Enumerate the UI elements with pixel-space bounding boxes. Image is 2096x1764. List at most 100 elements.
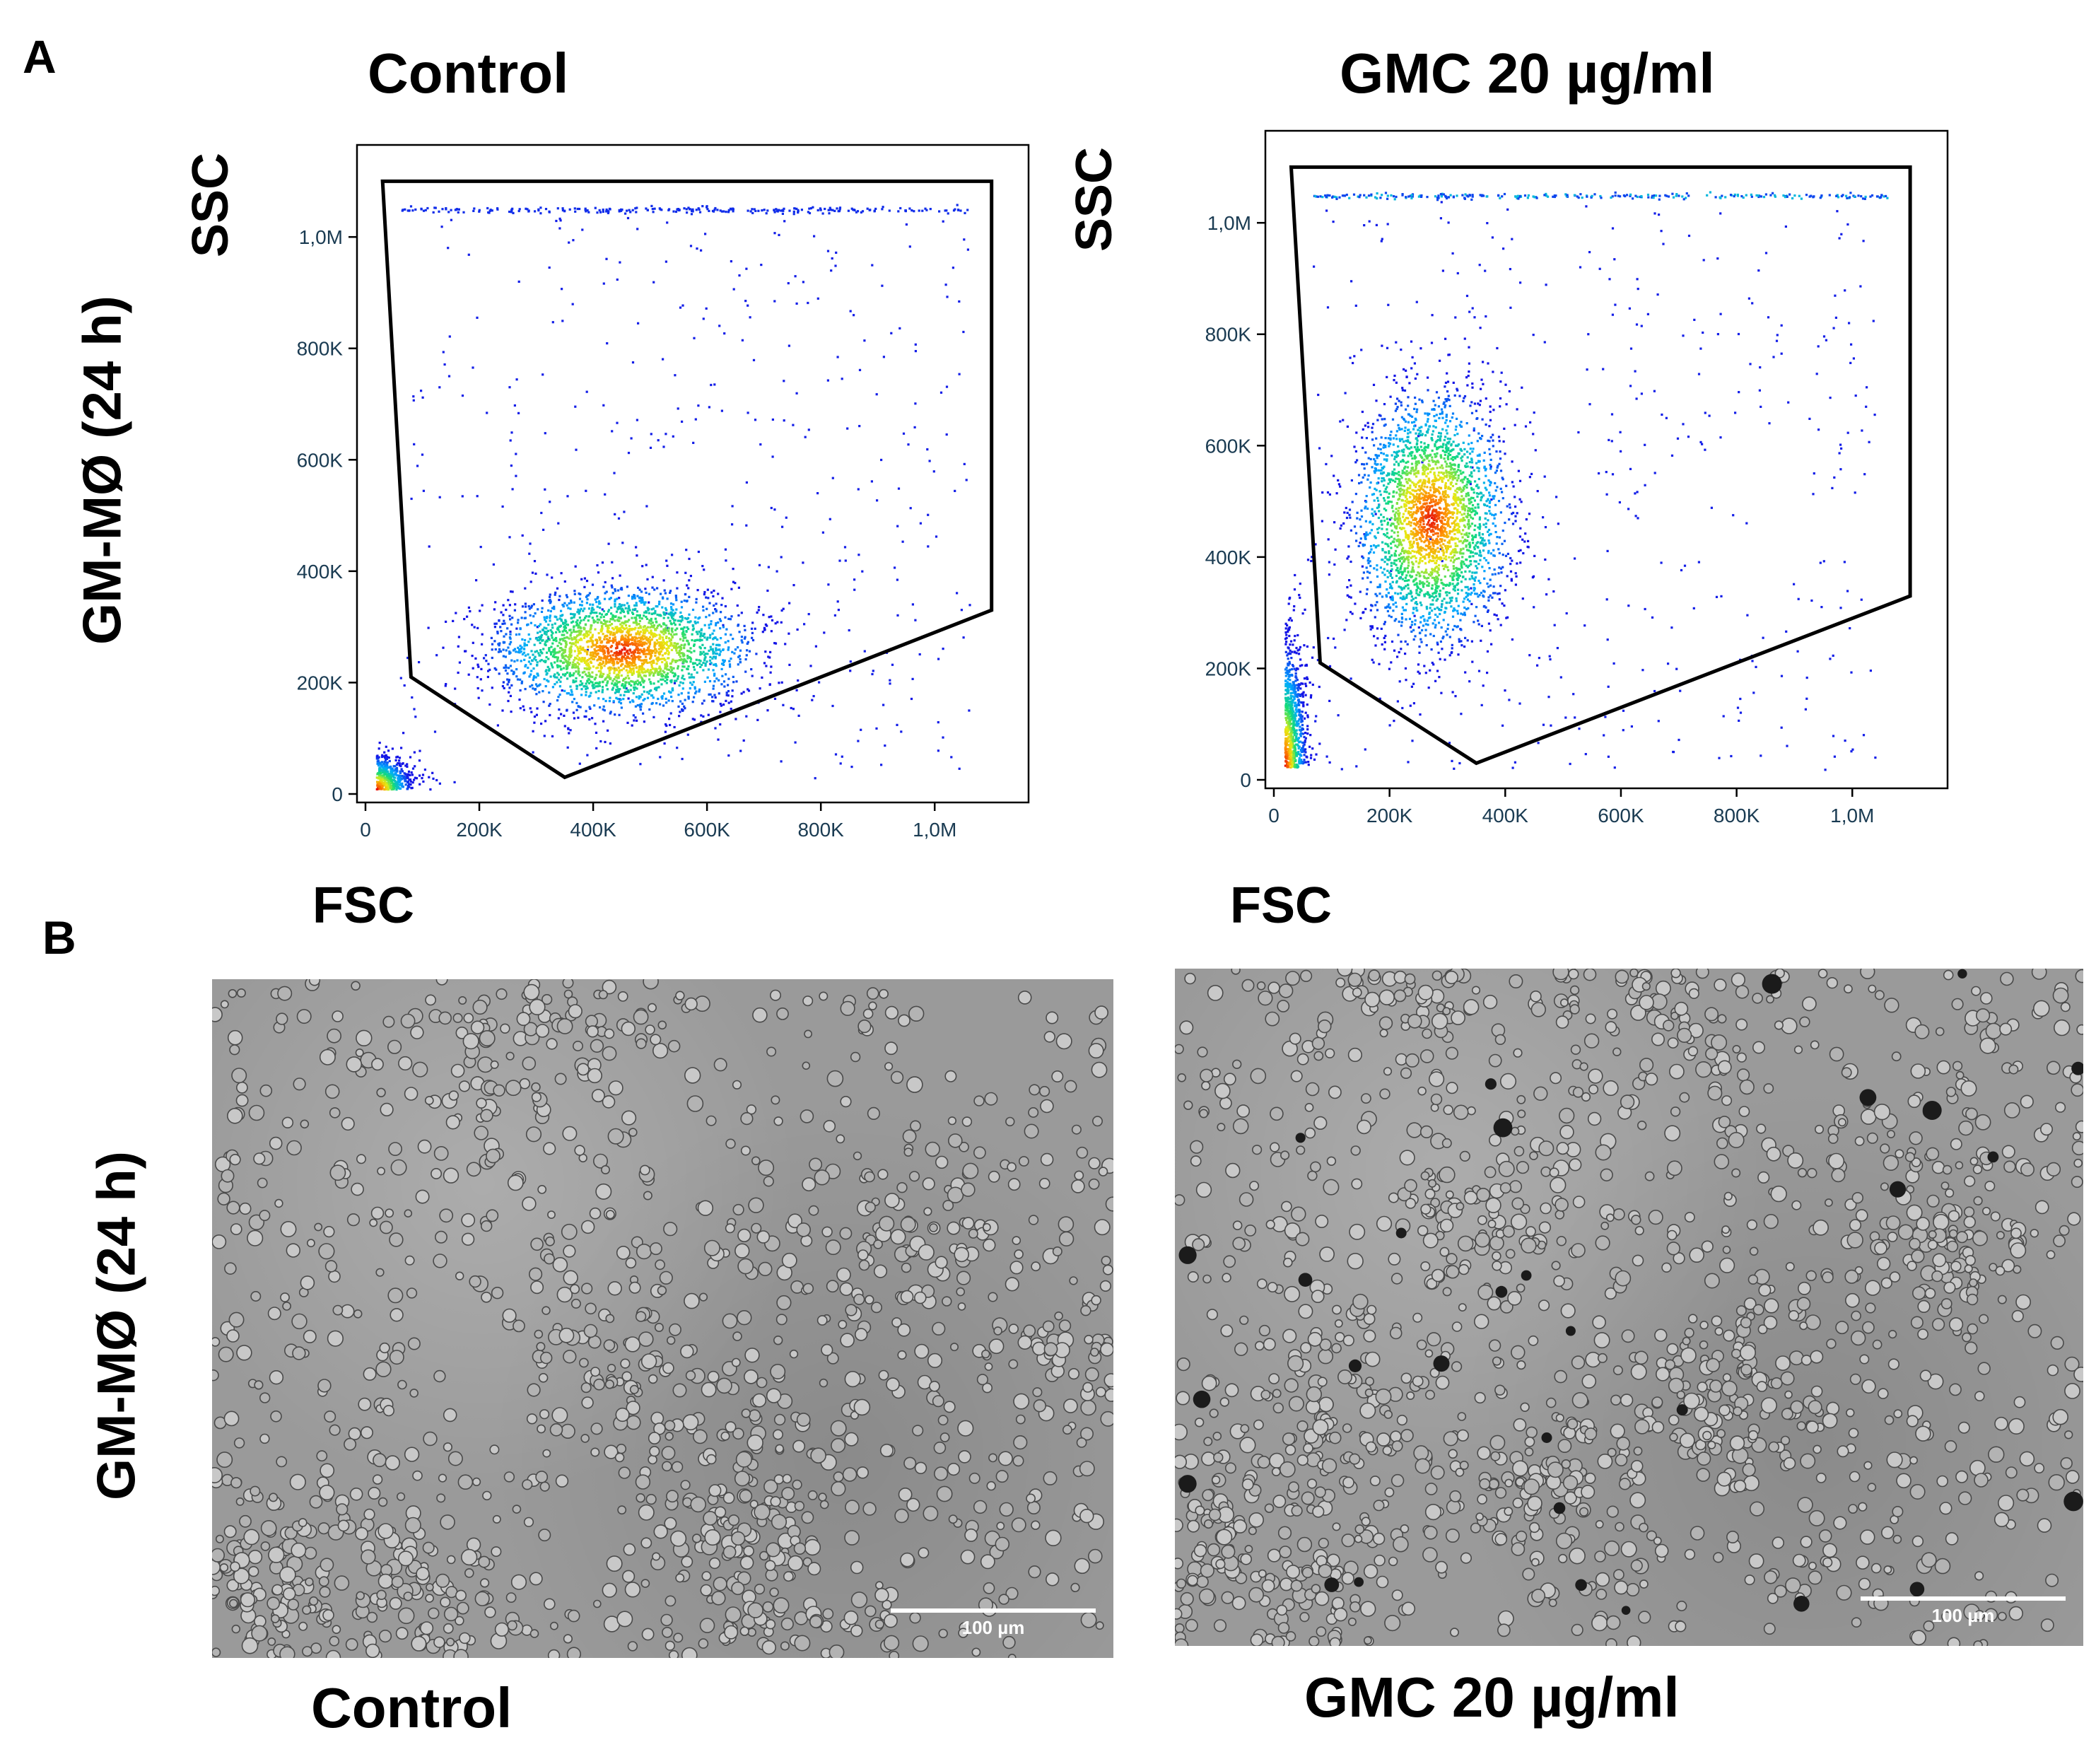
event-dot: [1640, 195, 1643, 198]
event-dot: [725, 673, 727, 676]
event-dot: [546, 665, 549, 668]
event-dot: [660, 645, 663, 648]
event-dot: [626, 689, 629, 691]
event-dot: [1319, 195, 1322, 198]
event-dot: [660, 678, 662, 681]
event-dot: [551, 642, 554, 645]
event-dot: [605, 684, 608, 687]
event-dot: [601, 689, 604, 691]
event-dot: [616, 673, 619, 676]
event-dot: [698, 208, 701, 211]
event-dot: [709, 646, 712, 648]
event-dot: [1436, 615, 1439, 618]
event-dot: [1787, 401, 1790, 404]
event-dot: [622, 667, 625, 670]
event-dot: [570, 617, 573, 620]
event-dot: [621, 588, 623, 591]
event-dot: [732, 638, 734, 641]
event-dot: [640, 659, 643, 662]
event-dot: [1845, 194, 1848, 197]
event-dot: [1586, 368, 1588, 371]
event-dot: [797, 211, 800, 214]
event-dot: [572, 674, 575, 677]
event-dot: [561, 320, 564, 322]
event-dot: [594, 723, 597, 725]
event-dot: [387, 783, 390, 785]
event-dot: [1583, 624, 1586, 627]
event-dot: [621, 655, 624, 658]
event-dot: [688, 655, 691, 659]
event-dot: [631, 638, 633, 641]
event-dot: [630, 651, 633, 654]
event-dot: [616, 681, 619, 684]
event-dot: [872, 670, 874, 672]
event-dot: [408, 785, 411, 788]
event-dot: [620, 626, 623, 629]
event-dot: [677, 619, 679, 622]
event-dot: [680, 643, 683, 646]
event-dot: [626, 665, 629, 668]
event-dot: [484, 654, 487, 657]
event-dot: [699, 660, 702, 662]
event-dot: [728, 660, 731, 662]
event-dot: [633, 687, 636, 689]
event-dot: [637, 586, 640, 589]
event-dot: [1411, 543, 1414, 546]
event-dot: [545, 669, 548, 672]
event-dot: [713, 694, 716, 696]
event-dot: [1434, 607, 1436, 610]
event-dot: [453, 781, 456, 783]
event-dot: [583, 670, 586, 673]
event-dot: [457, 208, 460, 211]
event-dot: [418, 759, 421, 762]
event-dot: [611, 617, 614, 619]
event-dot: [1403, 429, 1406, 432]
event-dot: [645, 649, 648, 652]
event-dot: [731, 695, 734, 698]
event-dot: [744, 670, 747, 673]
event-dot: [607, 648, 610, 651]
event-dot: [1393, 537, 1395, 540]
event-dot: [875, 393, 878, 396]
event-dot: [1393, 450, 1395, 454]
event-dot: [493, 608, 496, 611]
event-dot: [1318, 447, 1321, 450]
event-dot: [614, 691, 617, 694]
event-dot: [677, 675, 680, 678]
event-dot: [1380, 240, 1383, 243]
event-dot: [1482, 194, 1485, 197]
event-dot: [689, 658, 693, 660]
event-dot: [550, 646, 553, 648]
event-dot: [882, 206, 884, 209]
event-dot: [549, 629, 552, 632]
event-dot: [871, 264, 874, 267]
event-dot: [414, 208, 417, 211]
event-dot: [602, 585, 605, 588]
event-dot: [651, 586, 654, 589]
event-dot: [601, 561, 604, 564]
event-dot: [1421, 461, 1424, 464]
event-dot: [636, 687, 638, 690]
event-dot: [662, 641, 665, 644]
event-dot: [608, 672, 611, 674]
event-dot: [576, 207, 579, 211]
event-dot: [1511, 481, 1514, 484]
event-dot: [663, 630, 667, 633]
event-dot: [585, 663, 588, 666]
event-dot: [585, 210, 587, 213]
event-dot: [472, 209, 475, 212]
event-dot: [691, 608, 695, 612]
event-dot: [693, 643, 696, 646]
event-dot: [1797, 597, 1800, 600]
event-dot: [656, 626, 659, 629]
event-dot: [626, 671, 629, 674]
event-dot: [746, 642, 749, 645]
event-dot: [611, 682, 614, 685]
event-dot: [507, 699, 510, 703]
event-dot: [652, 634, 655, 637]
event-dot: [1503, 192, 1506, 196]
event-dot: [601, 608, 604, 611]
event-dot: [672, 210, 675, 213]
event-dot: [598, 600, 601, 603]
event-dot: [597, 666, 599, 669]
